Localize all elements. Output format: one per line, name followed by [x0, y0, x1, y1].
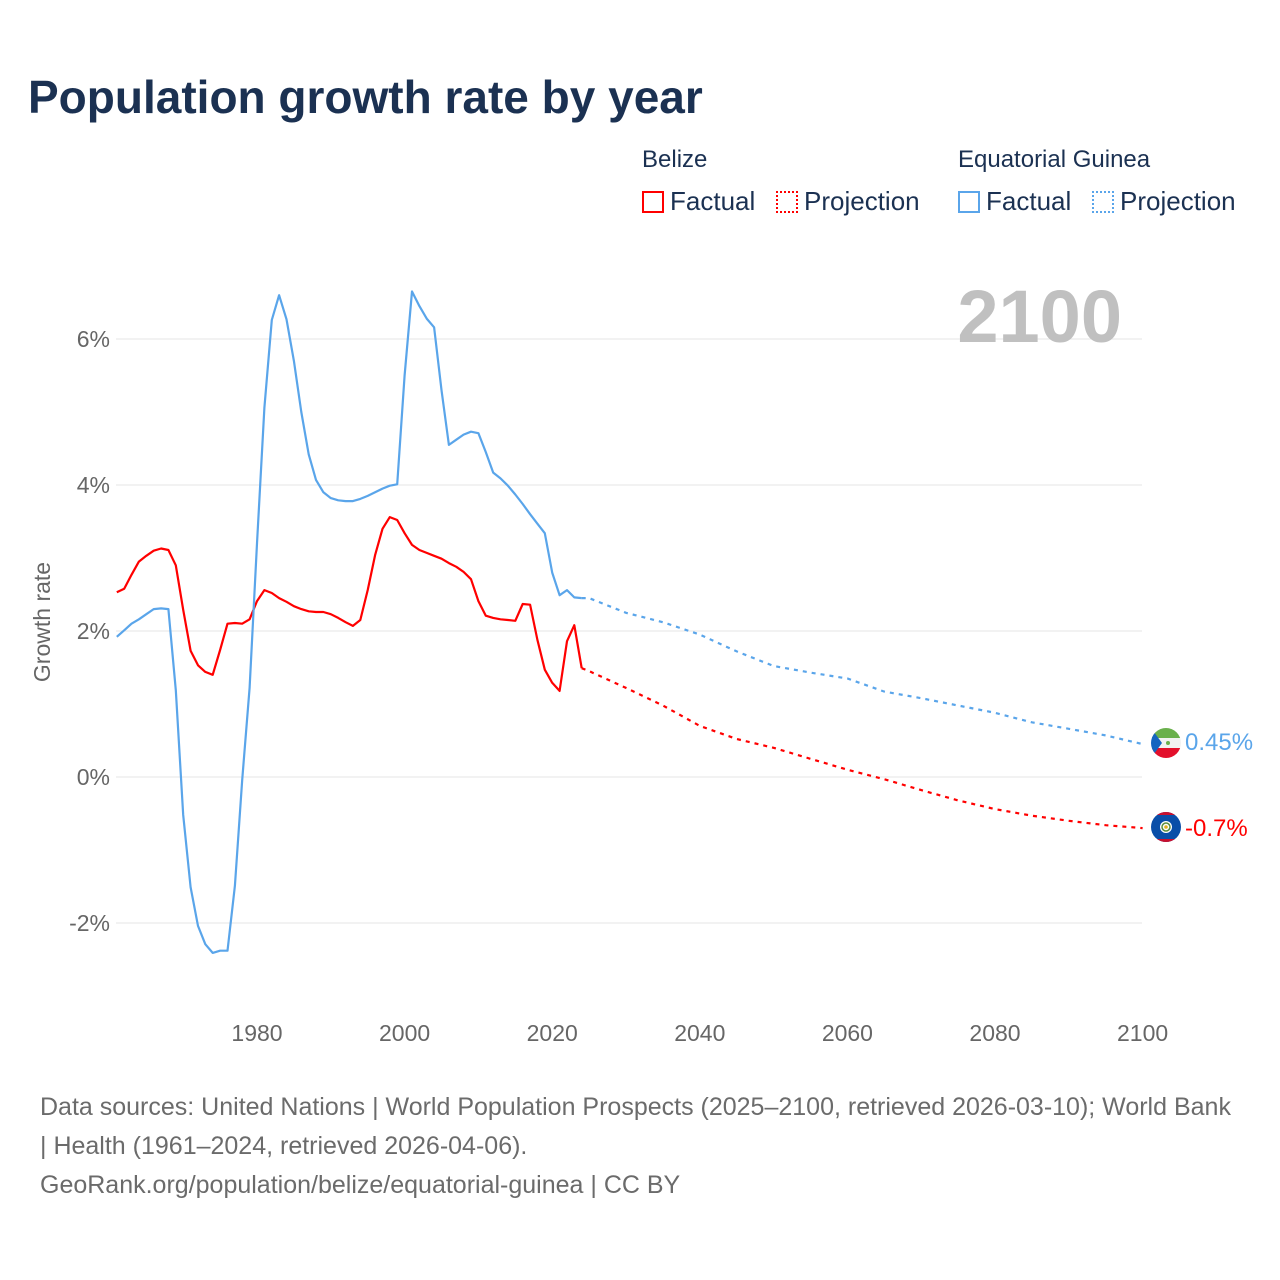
legend-group-equatorial-guinea: Equatorial Guinea — [958, 146, 1151, 173]
legend-eqg-projection[interactable]: Projection — [1092, 186, 1236, 217]
y-tick-label: -2% — [69, 910, 110, 936]
y-tick-label: 0% — [77, 764, 110, 790]
footer: Data sources: United Nations | World Pop… — [40, 1088, 1240, 1205]
legend-label: Factual — [670, 186, 756, 216]
end-value-label-belize: -0.7% — [1185, 815, 1248, 842]
legend-label: Projection — [1120, 186, 1236, 216]
current-year-label: 2100 — [957, 275, 1122, 358]
legend-belize-projection[interactable]: Projection — [776, 186, 920, 217]
legend-swatch-dotted — [776, 190, 798, 213]
x-tick-label: 2060 — [822, 1020, 873, 1046]
series-line-equatorial-guinea-projection — [581, 596, 1143, 746]
y-axis-label: Growth rate — [29, 562, 55, 682]
series-line-belize-projection — [581, 667, 1143, 830]
legend-label: Projection — [804, 186, 920, 216]
legend-belize-factual[interactable]: Factual — [642, 186, 755, 217]
flag-equatorial-guinea-icon — [1151, 728, 1181, 758]
x-tick-label: 2020 — [527, 1020, 578, 1046]
x-tick-label: 2000 — [379, 1020, 430, 1046]
legend-group-belize: Belize — [642, 146, 708, 173]
legend-swatch-solid — [958, 190, 980, 213]
x-tick-label: 2100 — [1117, 1020, 1168, 1046]
x-tick-label: 2080 — [969, 1020, 1020, 1046]
credit-link[interactable]: GeoRank.org/population/belize/equatorial… — [40, 1171, 681, 1199]
data-sources: Data sources: United Nations | World Pop… — [40, 1093, 1231, 1160]
y-tick-label: 6% — [77, 326, 110, 352]
x-tick-label: 2040 — [674, 1020, 725, 1046]
y-tick-label: 2% — [77, 618, 110, 644]
series-line-equatorial-guinea-factual — [116, 290, 582, 955]
page-title: Population growth rate by year — [28, 71, 703, 123]
legend-eqg-factual[interactable]: Factual — [958, 186, 1071, 217]
legend-swatch-solid — [642, 190, 664, 213]
y-tick-label: 4% — [77, 472, 110, 498]
line-chart: -2%0%2%4%6%1980 2000 2020 2040 2060 2080 2100 … — [29, 275, 1253, 1046]
legend-swatch-dotted — [1092, 190, 1114, 213]
end-value-label-equatorial-guinea: 0.45% — [1185, 729, 1253, 756]
legend-label: Factual — [986, 186, 1072, 216]
x-tick-label: 1980 — [231, 1020, 282, 1046]
series-line-belize-factual — [116, 515, 583, 693]
flag-belize-icon — [1151, 812, 1181, 842]
